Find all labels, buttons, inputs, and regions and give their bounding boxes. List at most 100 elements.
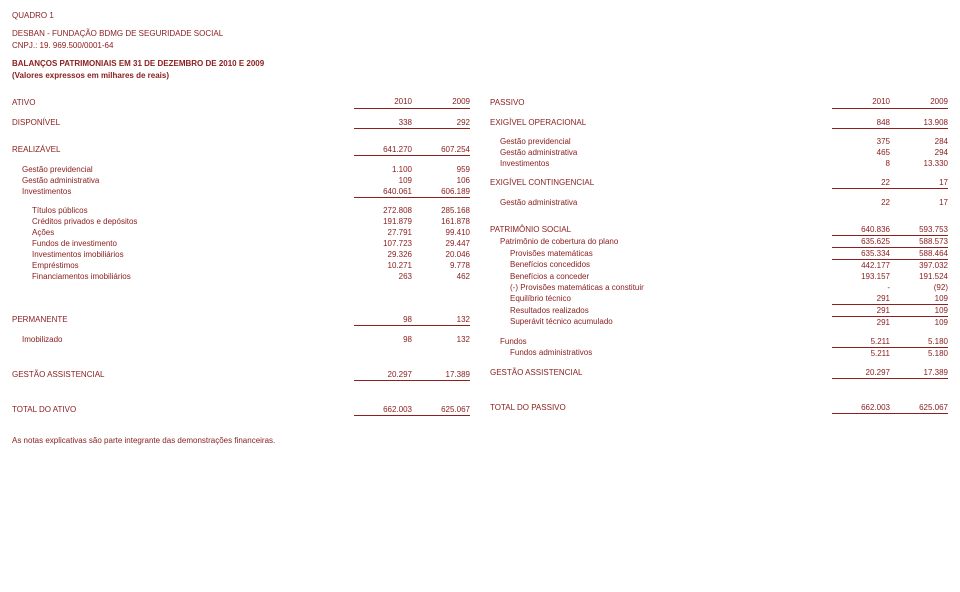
row-label: Fundos de investimento bbox=[12, 238, 354, 249]
cell: 640.836 bbox=[832, 224, 890, 236]
cell: 588.464 bbox=[890, 247, 948, 259]
cell: 13.908 bbox=[890, 117, 948, 129]
cell: - bbox=[832, 282, 890, 293]
table-row: Investimentos imobiliários 29.326 20.046 bbox=[12, 249, 470, 260]
cnpj: CNPJ.: 19. 969.500/0001-64 bbox=[12, 40, 948, 52]
table-row: GESTÃO ASSISTENCIAL 20.297 17.389 bbox=[490, 367, 948, 379]
cell: 9.778 bbox=[412, 260, 470, 271]
cell: 98 bbox=[354, 334, 412, 345]
row-label: PERMANENTE bbox=[12, 314, 354, 326]
table-row: REALIZÁVEL 641.270 607.254 bbox=[12, 144, 470, 156]
cell: 27.791 bbox=[354, 227, 412, 238]
cell: 5.211 bbox=[832, 347, 890, 359]
table-row: Gestão previdencial 375 284 bbox=[490, 136, 948, 147]
row-label: Provisões matemáticas bbox=[490, 247, 832, 259]
cell: 338 bbox=[354, 117, 412, 129]
cell: 285.168 bbox=[412, 205, 470, 216]
table-row: Benefícios concedidos 442.177 397.032 bbox=[490, 259, 948, 271]
cell: 272.808 bbox=[354, 205, 412, 216]
row-label: Gestão previdencial bbox=[12, 164, 354, 175]
table-row: Benefícios a conceder 193.157 191.524 bbox=[490, 271, 948, 282]
cell: 107.723 bbox=[354, 238, 412, 249]
cell: 109 bbox=[354, 175, 412, 186]
table-row: Financiamentos imobiliários 263 462 bbox=[12, 271, 470, 282]
row-label: Benefícios concedidos bbox=[490, 259, 832, 271]
table-row: TOTAL DO ATIVO 662.003 625.067 bbox=[12, 404, 470, 416]
table-row: (-) Provisões matemáticas a constituir -… bbox=[490, 282, 948, 293]
cell: 607.254 bbox=[412, 144, 470, 156]
cell: 17 bbox=[890, 177, 948, 189]
cell: 20.297 bbox=[354, 369, 412, 381]
cell: 29.447 bbox=[412, 238, 470, 249]
year-col: 2009 bbox=[890, 96, 948, 109]
cell: 442.177 bbox=[832, 259, 890, 271]
table-row: PERMANENTE 98 132 bbox=[12, 314, 470, 326]
cell: 5.180 bbox=[890, 347, 948, 359]
cell: (92) bbox=[890, 282, 948, 293]
table-row: Gestão administrativa 465 294 bbox=[490, 147, 948, 158]
quadro-label: QUADRO 1 bbox=[12, 10, 948, 22]
table-row: Investimentos 8 13.330 bbox=[490, 158, 948, 169]
row-label: Gestão administrativa bbox=[490, 197, 832, 208]
cell: 17 bbox=[890, 197, 948, 208]
cell: 132 bbox=[412, 314, 470, 326]
table-row: Títulos públicos 272.808 285.168 bbox=[12, 205, 470, 216]
document-header: QUADRO 1 DESBAN - FUNDAÇÃO BDMG DE SEGUR… bbox=[12, 10, 948, 82]
cell: 588.573 bbox=[890, 235, 948, 247]
cell: 191.524 bbox=[890, 271, 948, 282]
passivo-column: PASSIVO 2010 2009 EXIGÍVEL OPERACIONAL 8… bbox=[490, 96, 948, 416]
table-row: GESTÃO ASSISTENCIAL 20.297 17.389 bbox=[12, 369, 470, 381]
table-row: Fundos 5.211 5.180 bbox=[490, 336, 948, 348]
footer-note: As notas explicativas são parte integran… bbox=[12, 436, 948, 445]
cell: 13.330 bbox=[890, 158, 948, 169]
cell: 161.878 bbox=[412, 216, 470, 227]
cell: 8 bbox=[832, 158, 890, 169]
table-row: EXIGÍVEL OPERACIONAL 848 13.908 bbox=[490, 117, 948, 129]
cell: 132 bbox=[412, 334, 470, 345]
passivo-table: PASSIVO 2010 2009 EXIGÍVEL OPERACIONAL 8… bbox=[490, 96, 948, 414]
passivo-label: PASSIVO bbox=[490, 96, 832, 109]
row-label: GESTÃO ASSISTENCIAL bbox=[12, 369, 354, 381]
row-label: (-) Provisões matemáticas a constituir bbox=[490, 282, 832, 293]
table-row: PATRIMÔNIO SOCIAL 640.836 593.753 bbox=[490, 224, 948, 236]
row-label: Imobilizado bbox=[12, 334, 354, 345]
cell: 662.003 bbox=[354, 404, 412, 416]
row-label: Resultados realizados bbox=[490, 304, 832, 316]
cell: 292 bbox=[412, 117, 470, 129]
cell: 641.270 bbox=[354, 144, 412, 156]
row-label: DISPONÍVEL bbox=[12, 117, 354, 129]
row-label: REALIZÁVEL bbox=[12, 144, 354, 156]
table-row: DISPONÍVEL 338 292 bbox=[12, 117, 470, 129]
ativo-table: ATIVO 2010 2009 DISPONÍVEL 338 292 REALI… bbox=[12, 96, 470, 416]
cell: 662.003 bbox=[832, 402, 890, 414]
row-label: Fundos administrativos bbox=[490, 347, 832, 359]
cell: 1.100 bbox=[354, 164, 412, 175]
cell: 10.271 bbox=[354, 260, 412, 271]
cell: 263 bbox=[354, 271, 412, 282]
cell: 17.389 bbox=[412, 369, 470, 381]
row-label: Créditos privados e depósitos bbox=[12, 216, 354, 227]
table-row: Superávit técnico acumulado 291 109 bbox=[490, 316, 948, 328]
cell: 291 bbox=[832, 316, 890, 328]
row-label: Gestão administrativa bbox=[12, 175, 354, 186]
cell: 959 bbox=[412, 164, 470, 175]
table-row: PASSIVO 2010 2009 bbox=[490, 96, 948, 109]
balance-columns: ATIVO 2010 2009 DISPONÍVEL 338 292 REALI… bbox=[12, 96, 948, 416]
cell: 635.625 bbox=[832, 235, 890, 247]
table-row: ATIVO 2010 2009 bbox=[12, 96, 470, 109]
row-label: EXIGÍVEL OPERACIONAL bbox=[490, 117, 832, 129]
cell: 465 bbox=[832, 147, 890, 158]
table-row: Empréstimos 10.271 9.778 bbox=[12, 260, 470, 271]
org-name: DESBAN - FUNDAÇÃO BDMG DE SEGURIDADE SOC… bbox=[12, 28, 948, 40]
table-row: Gestão administrativa 109 106 bbox=[12, 175, 470, 186]
cell: 5.211 bbox=[832, 336, 890, 348]
table-row: TOTAL DO PASSIVO 662.003 625.067 bbox=[490, 402, 948, 414]
year-col: 2010 bbox=[832, 96, 890, 109]
year-col: 2009 bbox=[412, 96, 470, 109]
cell: 593.753 bbox=[890, 224, 948, 236]
row-label: Superávit técnico acumulado bbox=[490, 316, 832, 328]
cell: 375 bbox=[832, 136, 890, 147]
row-label: GESTÃO ASSISTENCIAL bbox=[490, 367, 832, 379]
table-row: Créditos privados e depósitos 191.879 16… bbox=[12, 216, 470, 227]
row-label: Títulos públicos bbox=[12, 205, 354, 216]
